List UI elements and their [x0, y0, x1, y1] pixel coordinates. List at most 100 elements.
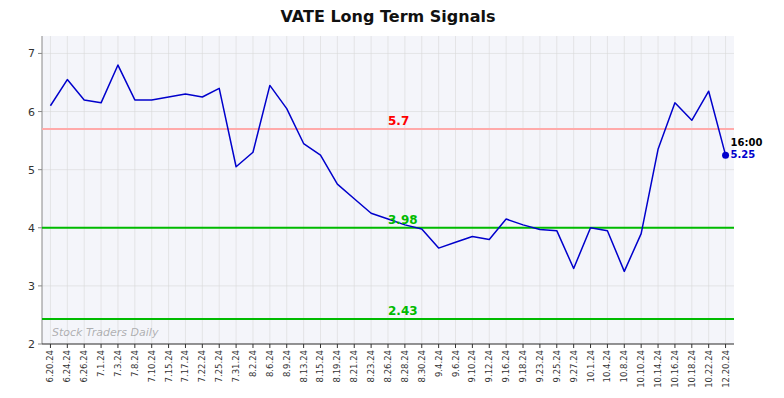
x-tick — [219, 344, 220, 348]
y-tick-label: 7 — [28, 47, 35, 60]
x-tick-label: 7.15.24 — [164, 350, 174, 382]
x-tick-label: 10.8.24 — [619, 350, 629, 382]
x-tick-label: 10.1.24 — [586, 350, 596, 382]
grid-line — [371, 36, 372, 344]
grid-line — [573, 36, 574, 344]
grid-line — [303, 36, 304, 344]
grid-line — [67, 36, 68, 344]
grid-line — [539, 36, 540, 344]
x-tick — [252, 344, 253, 348]
x-tick-label: 9.6.24 — [451, 350, 461, 377]
x-tick — [556, 344, 557, 348]
x-tick-label: 7.31.24 — [231, 350, 241, 382]
x-tick — [691, 344, 692, 348]
grid-line — [202, 36, 203, 344]
reference-line — [42, 318, 734, 320]
x-tick-label: 7.25.24 — [214, 350, 224, 382]
x-tick-label: 8.26.24 — [383, 350, 393, 382]
grid-line — [388, 36, 389, 344]
chart: 2345676.20.246.24.246.26.247.1.247.3.247… — [0, 0, 784, 398]
grid-line — [404, 36, 405, 344]
x-tick-label: 6.20.24 — [45, 350, 55, 382]
plot-marks — [42, 65, 734, 319]
x-tick — [303, 344, 304, 348]
x-tick — [286, 344, 287, 348]
grid-line — [337, 36, 338, 344]
x-tick-label: 8.30.24 — [417, 350, 427, 382]
y-tick — [38, 227, 42, 228]
reference-label: 5.7 — [388, 114, 409, 128]
x-tick — [658, 344, 659, 348]
grid-line — [134, 36, 135, 344]
x-tick — [607, 344, 608, 348]
x-tick-label: 8.19.24 — [332, 350, 342, 382]
x-tick — [84, 344, 85, 348]
grid-line — [607, 36, 608, 344]
y-tick — [38, 344, 42, 345]
x-tick-label: 7.1.24 — [96, 350, 106, 377]
y-tick-label: 2 — [28, 338, 35, 351]
grid-line — [185, 36, 186, 344]
x-tick — [117, 344, 118, 348]
last-point-marker — [722, 152, 729, 159]
x-tick-label: 9.4.24 — [434, 350, 444, 377]
x-tick — [337, 344, 338, 348]
x-tick — [371, 344, 372, 348]
grid-line — [50, 36, 51, 344]
grid-line — [523, 36, 524, 344]
x-tick-label: 10.14.24 — [653, 350, 663, 388]
y-tick — [38, 169, 42, 170]
x-tick-label: 8.13.24 — [299, 350, 309, 382]
grid-line — [691, 36, 692, 344]
grid-line — [624, 36, 625, 344]
grid-line — [42, 227, 734, 228]
x-tick-label: 8.28.24 — [400, 350, 410, 382]
grid-line — [269, 36, 270, 344]
x-tick — [725, 344, 726, 348]
x-tick — [506, 344, 507, 348]
x-tick — [674, 344, 675, 348]
last-value-label: 5.25 — [731, 149, 756, 160]
reference-label: 3.98 — [388, 213, 418, 227]
plot-area — [42, 36, 734, 344]
grid-line — [472, 36, 473, 344]
grid-line — [117, 36, 118, 344]
x-tick-label: 9.25.24 — [552, 350, 562, 382]
x-tick — [489, 344, 490, 348]
y-tick — [38, 285, 42, 286]
grid-line — [320, 36, 321, 344]
x-tick-label: 8.6.24 — [265, 350, 275, 377]
grid-line — [236, 36, 237, 344]
x-tick-label: 7.17.24 — [180, 350, 190, 382]
x-tick-label: 7.22.24 — [197, 350, 207, 382]
title: VATE Long Term Signals — [281, 7, 496, 26]
x-tick — [320, 344, 321, 348]
grid-line — [489, 36, 490, 344]
grid-line — [252, 36, 253, 344]
grid-line — [286, 36, 287, 344]
x-tick — [202, 344, 203, 348]
x-tick-label: 12.20.24 — [721, 350, 731, 388]
x-tick-label: 6.26.24 — [79, 350, 89, 382]
grid-line — [658, 36, 659, 344]
x-tick-label: 9.12.24 — [484, 350, 494, 382]
x-tick — [168, 344, 169, 348]
x-tick — [590, 344, 591, 348]
grid-line — [101, 36, 102, 344]
grid-line — [590, 36, 591, 344]
x-tick-label: 8.23.24 — [366, 350, 376, 382]
x-tick-label: 9.18.24 — [518, 350, 528, 382]
watermark: Stock Traders Daily — [52, 326, 159, 339]
y-axis — [42, 36, 43, 344]
y-tick-label: 5 — [28, 164, 35, 177]
x-tick-label: 8.2.24 — [248, 350, 258, 377]
x-tick — [573, 344, 574, 348]
x-tick — [67, 344, 68, 348]
grid-line — [708, 36, 709, 344]
x-tick — [134, 344, 135, 348]
x-tick — [708, 344, 709, 348]
x-tick — [404, 344, 405, 348]
x-tick-label: 10.16.24 — [670, 350, 680, 388]
reference-line — [42, 128, 734, 130]
x-tick-label: 9.10.24 — [467, 350, 477, 382]
